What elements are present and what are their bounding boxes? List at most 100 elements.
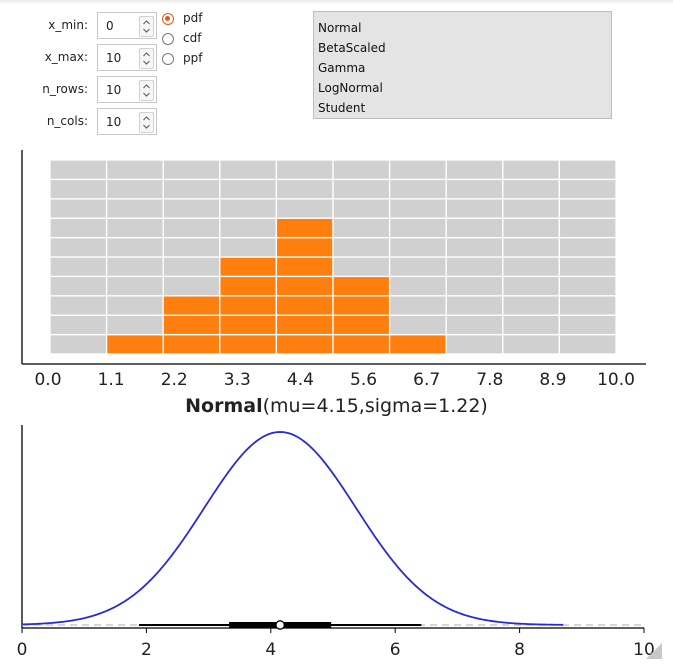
grid-cell (558, 159, 617, 181)
grid-cell (502, 198, 561, 219)
grid-cell (49, 333, 108, 355)
grid-cell (162, 159, 221, 181)
grid-cell (445, 217, 504, 239)
x-min-stepper-icon[interactable] (139, 16, 154, 37)
x-min-label: x_min: (48, 18, 88, 32)
grid-cell (105, 198, 164, 219)
grid-cell (162, 217, 221, 239)
pdf-curve (21, 431, 564, 626)
grid-x-tick-label: 3.3 (224, 370, 251, 390)
n-rows-stepper-icon[interactable] (139, 80, 154, 101)
grid-cell (502, 333, 561, 355)
x-max-stepper-icon[interactable] (139, 48, 154, 69)
n-rows-spinbox[interactable]: 10 (97, 76, 157, 103)
list-item-normal[interactable]: Normal (318, 21, 362, 35)
radio-ppf-label: ppf (183, 51, 203, 65)
grid-x-tick-label: 2.2 (161, 370, 188, 390)
grid-cell (162, 275, 221, 297)
grid-cell-filled (275, 314, 334, 336)
distribution-listbox[interactable]: Normal BetaScaled Gamma LogNormal Studen… (313, 11, 612, 119)
list-item-student[interactable]: Student (318, 101, 366, 115)
list-item-lognormal[interactable]: LogNormal (318, 81, 383, 95)
radio-cdf-indicator[interactable] (162, 33, 174, 45)
x-min-spinbox[interactable]: 0 (97, 12, 157, 39)
grid-cell (558, 236, 617, 258)
grid-cell (105, 256, 164, 278)
grid-cell-filled (388, 333, 447, 355)
grid-cell (388, 236, 447, 258)
grid-cell (332, 256, 391, 278)
grid-cell (332, 159, 391, 181)
grid-cell (332, 236, 391, 258)
grid-cell (388, 295, 447, 316)
grid-cell (558, 198, 617, 219)
grid-cell (105, 178, 164, 200)
pdf-x-tick-label: 6 (390, 640, 401, 660)
grid-cell (388, 159, 447, 181)
n-cols-stepper-icon[interactable] (139, 112, 154, 133)
grid-cell (105, 236, 164, 258)
grid-cell (558, 256, 617, 278)
grid-x-tick-label: 10.0 (597, 370, 635, 390)
grid-cell (445, 236, 504, 258)
grid-cell (558, 217, 617, 239)
grid-cell (445, 295, 504, 316)
grid-x-tick-label: 4.4 (287, 370, 314, 390)
grid-cell (558, 314, 617, 336)
grid-cell (445, 275, 504, 297)
grid-cell (332, 178, 391, 200)
grid-cell-filled (162, 314, 221, 336)
pdf-chart: 0 2 4 6 8 10 (17, 425, 655, 660)
grid-cell (105, 295, 164, 316)
grid-cell (275, 159, 334, 181)
grid-cell (445, 159, 504, 181)
grid-cell (388, 314, 447, 336)
grid-cell (219, 236, 278, 258)
grid-cell (558, 275, 617, 297)
grid-cell (388, 198, 447, 219)
grid-cell (162, 178, 221, 200)
grid-cell (105, 217, 164, 239)
grid-cell-filled (219, 295, 278, 316)
grid-cell-filled (332, 333, 391, 355)
grid-cell (49, 275, 108, 297)
n-cols-label: n_cols: (46, 114, 88, 128)
pdf-x-tick-label: 10 (633, 640, 655, 660)
list-item-betascaled[interactable]: BetaScaled (318, 41, 386, 55)
roulette-grid-chart[interactable]: 0.0 1.1 2.2 3.3 4.4 5.6 6.7 7.8 8.9 10.0 (0, 140, 673, 395)
radio-pdf-indicator[interactable] (162, 13, 174, 25)
grid-cell (219, 178, 278, 200)
x-max-value: 10 (106, 51, 122, 65)
grid-cell (49, 217, 108, 239)
grid-cell-filled (332, 275, 391, 297)
grid-cell (105, 159, 164, 181)
window-top-edge (0, 0, 673, 4)
grid-cell (275, 178, 334, 200)
n-rows-value: 10 (106, 83, 122, 97)
grid-cell (502, 236, 561, 258)
grid-cell-filled (219, 314, 278, 336)
grid-cell (49, 256, 108, 278)
grid-cell (558, 178, 617, 200)
grid-cell-filled (332, 295, 391, 316)
pdf-x-tick-label: 2 (141, 640, 152, 660)
resize-grip-icon[interactable] (645, 642, 663, 660)
n-cols-value: 10 (106, 115, 122, 129)
x-max-spinbox[interactable]: 10 (97, 44, 157, 71)
grid-cell (219, 198, 278, 219)
n-rows-label: n_rows: (42, 82, 88, 96)
grid-x-tick-label: 0.0 (34, 370, 61, 390)
grid-cell (502, 314, 561, 336)
x-max-label: x_max: (44, 50, 88, 64)
n-cols-spinbox[interactable]: 10 (97, 108, 157, 135)
grid-x-tick-label: 6.7 (413, 370, 440, 390)
grid-cell (219, 217, 278, 239)
grid-cell-filled (219, 333, 278, 355)
grid-cell (162, 198, 221, 219)
grid-cell (502, 295, 561, 316)
grid-cell (49, 198, 108, 219)
pdf-x-tick-label: 4 (265, 640, 276, 660)
grid-cell (558, 333, 617, 355)
list-item-gamma[interactable]: Gamma (318, 61, 366, 75)
radio-ppf-indicator[interactable] (162, 53, 174, 65)
